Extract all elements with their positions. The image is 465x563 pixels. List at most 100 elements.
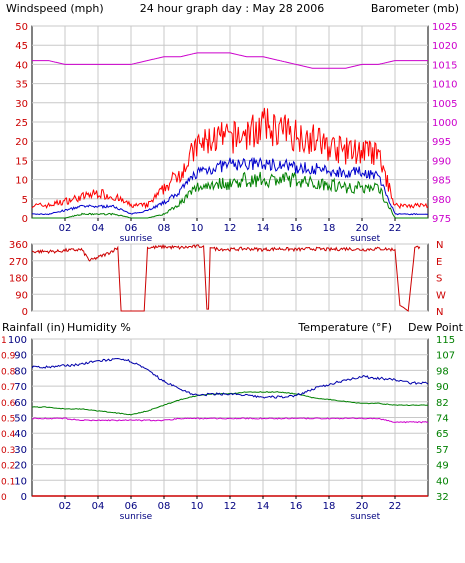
sunrise-label: sunrise <box>120 512 153 522</box>
humidity-tick-label: 50 <box>14 414 27 425</box>
sunrise-label: sunrise <box>120 234 153 244</box>
temperature-tick-label: 57 <box>436 445 449 456</box>
barometer-tick-label: 995 <box>432 137 451 148</box>
wind-direction-line <box>31 243 421 312</box>
rainfall-axis-label: Rainfall (in) <box>2 321 65 334</box>
humidity-tick-label: 20 <box>14 461 27 472</box>
climate-panel-xtick-label: 12 <box>224 501 237 512</box>
barometer-tick-label: 1025 <box>432 22 457 33</box>
rainfall-tick-label: 0.5 <box>1 415 15 425</box>
climate-panel-xtick-label: 22 <box>389 501 402 512</box>
climate-panel-xtick-label: 14 <box>257 501 270 512</box>
climate-panel-xtick-label: 16 <box>290 501 303 512</box>
wind-panel-xtick-label: 04 <box>92 223 105 234</box>
barometer-tick-label: 985 <box>432 176 451 187</box>
compass-direction-label: N <box>436 240 443 251</box>
temperature-axis-label: Temperature (°F) <box>297 321 392 334</box>
direction-degree-label: 270 <box>9 257 28 268</box>
compass-direction-label: N <box>436 307 443 318</box>
climate-panel-xtick-label: 18 <box>323 501 336 512</box>
rain-humidity-temp-panel: 0 0 320.110 400.220 490.330 570.440 650.550 740… <box>1 335 455 522</box>
rainfall-tick-label: 0.9 <box>1 352 16 362</box>
temperature-tick-label: 32 <box>436 492 449 503</box>
windspeed-tick-label: 40 <box>15 60 28 71</box>
wind-gust-line <box>31 107 429 210</box>
windspeed-tick-label: 50 <box>15 22 28 33</box>
windspeed-tick-label: 15 <box>15 156 28 167</box>
windspeed-tick-label: 0 <box>22 214 28 225</box>
direction-degree-label: 90 <box>15 290 28 301</box>
humidity-tick-label: 70 <box>14 382 27 393</box>
humidity-tick-label: 40 <box>14 429 27 440</box>
humidity-tick-label: 100 <box>8 335 27 346</box>
humidity-axis-label: Humidity % <box>67 321 131 334</box>
rainfall-tick-label: 0.8 <box>1 367 16 377</box>
wind-panel-xtick-label: 20 <box>356 223 369 234</box>
dewpoint-axis-label: Dew Point <box>408 321 464 334</box>
compass-direction-label: E <box>436 257 442 268</box>
direction-degree-label: 0 <box>22 307 28 318</box>
barometer-tick-label: 990 <box>432 156 451 167</box>
temperature-tick-label: 115 <box>436 335 455 346</box>
dewpoint-line <box>31 417 429 424</box>
sunset-label: sunset <box>350 234 380 244</box>
windspeed-tick-label: 10 <box>15 176 28 187</box>
barometer-tick-label: 1015 <box>432 60 457 71</box>
barometer-tick-label: 975 <box>432 214 451 225</box>
rainfall-tick-label: 0.4 <box>1 430 16 440</box>
windspeed-tick-label: 25 <box>15 118 28 129</box>
humidity-tick-label: 60 <box>14 398 27 409</box>
barometer-tick-label: 1000 <box>432 118 457 129</box>
barometer-tick-label: 1020 <box>432 41 457 52</box>
windspeed-tick-label: 30 <box>15 99 28 110</box>
humidity-tick-label: 90 <box>14 351 27 362</box>
temperature-tick-label: 40 <box>436 476 449 487</box>
climate-panel-xtick-label: 10 <box>191 501 204 512</box>
barometer-line <box>32 52 428 69</box>
wind-panel-xtick-label: 18 <box>323 223 336 234</box>
wind-panel-xtick-label: 16 <box>290 223 303 234</box>
temperature-tick-label: 49 <box>436 461 449 472</box>
humidity-tick-label: 80 <box>14 366 27 377</box>
temperature-tick-label: 74 <box>436 414 449 425</box>
rainfall-tick-label: 0.3 <box>1 446 15 456</box>
windspeed-tick-label: 35 <box>15 80 28 91</box>
temperature-tick-label: 90 <box>436 382 449 393</box>
rainfall-tick-label: 0.7 <box>1 383 15 393</box>
direction-degree-label: 180 <box>9 274 28 285</box>
temperature-tick-label: 98 <box>436 366 449 377</box>
wind-panel-xtick-label: 22 <box>389 223 402 234</box>
windspeed-tick-label: 5 <box>22 195 28 206</box>
wind-avg-line <box>31 156 429 216</box>
wind-barometer-panel: 0510152025303540455097598098599099510001… <box>15 22 457 244</box>
temperature-tick-label: 82 <box>436 398 449 409</box>
wind-panel-xtick-label: 14 <box>257 223 270 234</box>
rainfall-tick-label: 0.1 <box>1 477 15 487</box>
windspeed-axis-label: Windspeed (mph) <box>6 2 104 15</box>
humidity-tick-label: 10 <box>14 476 27 487</box>
chart-title: 24 hour graph day : May 28 2006 <box>140 2 325 15</box>
compass-direction-label: S <box>436 274 442 285</box>
climate-panel-xtick-label: 08 <box>158 501 171 512</box>
windspeed-tick-label: 45 <box>15 41 28 52</box>
humidity-line <box>31 357 429 399</box>
rainfall-tick-label: 0 <box>1 493 7 503</box>
humidity-tick-label: 30 <box>14 445 27 456</box>
barometer-tick-label: 1010 <box>432 80 457 91</box>
barometer-axis-label: Barometer (mb) <box>371 2 459 15</box>
humidity-tick-label: 0 <box>21 492 27 503</box>
rainfall-tick-label: 0.2 <box>1 462 15 472</box>
climate-panel-xtick-label: 06 <box>125 501 138 512</box>
direction-degree-label: 360 <box>9 240 28 251</box>
wind-direction-panel: 0 N 90 W 180 S 270 E 360 N <box>9 240 446 318</box>
climate-panel-xtick-label: 04 <box>92 501 105 512</box>
wind-panel-xtick-label: 12 <box>224 223 237 234</box>
wind-panel-xtick-label: 10 <box>191 223 204 234</box>
wind-panel-xtick-label: 02 <box>59 223 72 234</box>
barometer-tick-label: 980 <box>432 195 451 206</box>
rainfall-tick-label: 1 <box>1 336 7 346</box>
wind-panel-xtick-label: 08 <box>158 223 171 234</box>
temperature-tick-label: 65 <box>436 429 449 440</box>
temperature-tick-label: 107 <box>436 351 455 362</box>
